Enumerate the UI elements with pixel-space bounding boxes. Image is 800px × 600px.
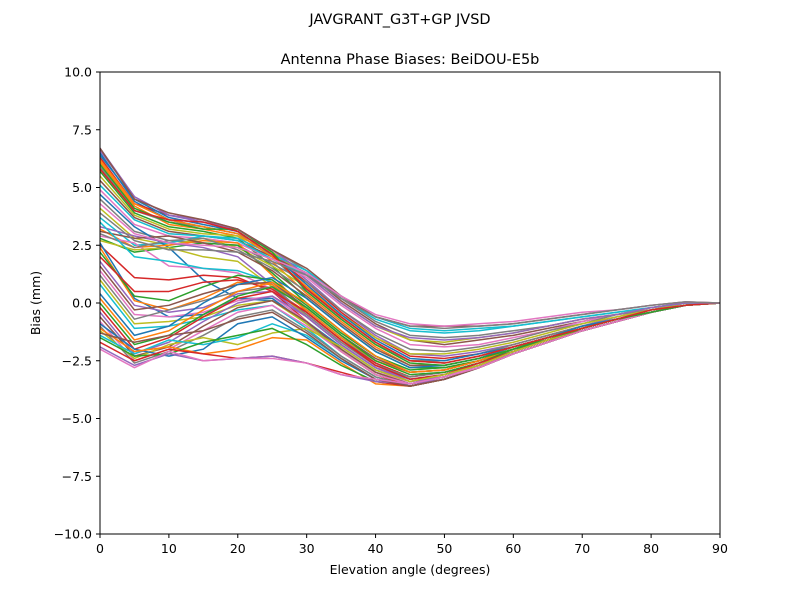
series-line-50 — [100, 184, 720, 332]
figure-suptitle: JAVGRANT_G3T+GP JVSD — [308, 12, 490, 28]
y-tick-label: 5.0 — [72, 180, 92, 195]
x-axis-label: Elevation angle (degrees) — [330, 562, 491, 577]
y-tick-label: 7.5 — [72, 122, 92, 137]
x-tick-label: 70 — [574, 541, 590, 556]
y-axis-label: Bias (mm) — [28, 271, 43, 335]
y-tick-label: 10.0 — [64, 65, 92, 80]
y-tick-label: −2.5 — [62, 353, 92, 368]
y-tick-label: 2.5 — [72, 238, 92, 253]
x-tick-label: 30 — [299, 541, 315, 556]
series-line-58 — [100, 212, 720, 330]
x-tick-label: 0 — [96, 541, 104, 556]
series-line-47 — [100, 302, 720, 385]
y-axis-ticks: −10.0 −7.5 −5.0 −2.5 0.0 2.5 5.0 7.5 10.0 — [54, 65, 100, 542]
x-tick-label: 90 — [712, 541, 728, 556]
series-layer — [100, 147, 720, 387]
x-tick-label: 50 — [436, 541, 452, 556]
x-axis-ticks: 0 10 20 30 40 50 60 70 80 90 — [96, 534, 728, 556]
y-tick-label: 0.0 — [72, 296, 92, 311]
y-tick-label: −7.5 — [62, 469, 92, 484]
chart-title: Antenna Phase Biases: BeiDOU-E5b — [281, 52, 540, 68]
y-tick-label: −5.0 — [62, 411, 92, 426]
x-tick-label: 80 — [643, 541, 659, 556]
x-tick-label: 60 — [505, 541, 521, 556]
x-tick-label: 10 — [161, 541, 177, 556]
y-tick-label: −10.0 — [54, 527, 92, 542]
x-tick-label: 40 — [368, 541, 384, 556]
x-tick-label: 20 — [230, 541, 246, 556]
series-line-54 — [100, 168, 720, 364]
